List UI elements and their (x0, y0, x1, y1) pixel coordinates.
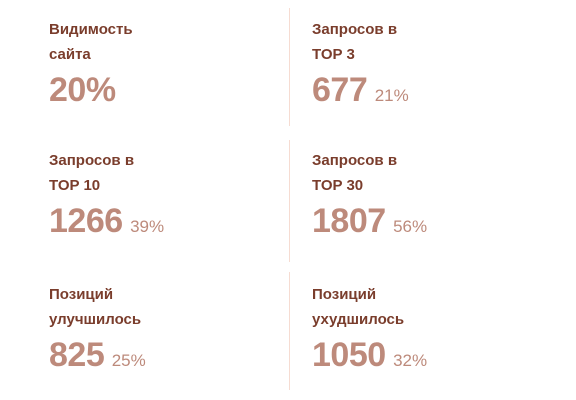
stat-card-top3: Запросов в TOP 3 677 21% (312, 17, 552, 143)
stat-value: 1807 (312, 202, 386, 240)
stat-value: 1050 (312, 336, 386, 374)
stat-percent: 25% (111, 351, 146, 370)
stat-value: 1266 (49, 202, 123, 240)
stat-value-row: 1050 32% (312, 335, 552, 382)
stat-card-positions-worsened: Позиций ухудшилось 1050 32% (312, 282, 552, 400)
column-divider (289, 272, 290, 390)
stat-percent: 39% (130, 217, 165, 236)
stat-card-site-visibility: Видимость сайта 20% (49, 17, 289, 143)
stat-value-row: 1807 56% (312, 201, 552, 248)
stat-value: 677 (312, 71, 368, 109)
stat-value-row: 20% (49, 70, 289, 117)
stat-label: Видимость сайта (49, 21, 133, 63)
stat-value: 20% (49, 71, 116, 109)
stat-label: Запросов в TOP 3 (312, 21, 398, 63)
stat-percent: 21% (374, 86, 409, 105)
stat-label: Запросов в TOP 10 (49, 152, 135, 194)
stat-label: Позиций ухудшилось (312, 286, 405, 328)
stat-card-top30: Запросов в TOP 30 1807 56% (312, 148, 552, 274)
column-divider (289, 140, 290, 262)
stat-value: 825 (49, 336, 105, 374)
stat-value-row: 825 25% (49, 335, 289, 382)
stat-value-row: 1266 39% (49, 201, 289, 248)
stat-card-positions-improved: Позиций улучшилось 825 25% (49, 282, 289, 400)
stat-card-top10: Запросов в TOP 10 1266 39% (49, 148, 289, 274)
column-divider (289, 8, 290, 126)
stat-value-row: 677 21% (312, 70, 552, 117)
stat-label: Позиций улучшилось (49, 286, 142, 328)
stat-percent: 32% (393, 351, 428, 370)
stat-label: Запросов в TOP 30 (312, 152, 398, 194)
stat-percent: 56% (393, 217, 428, 236)
